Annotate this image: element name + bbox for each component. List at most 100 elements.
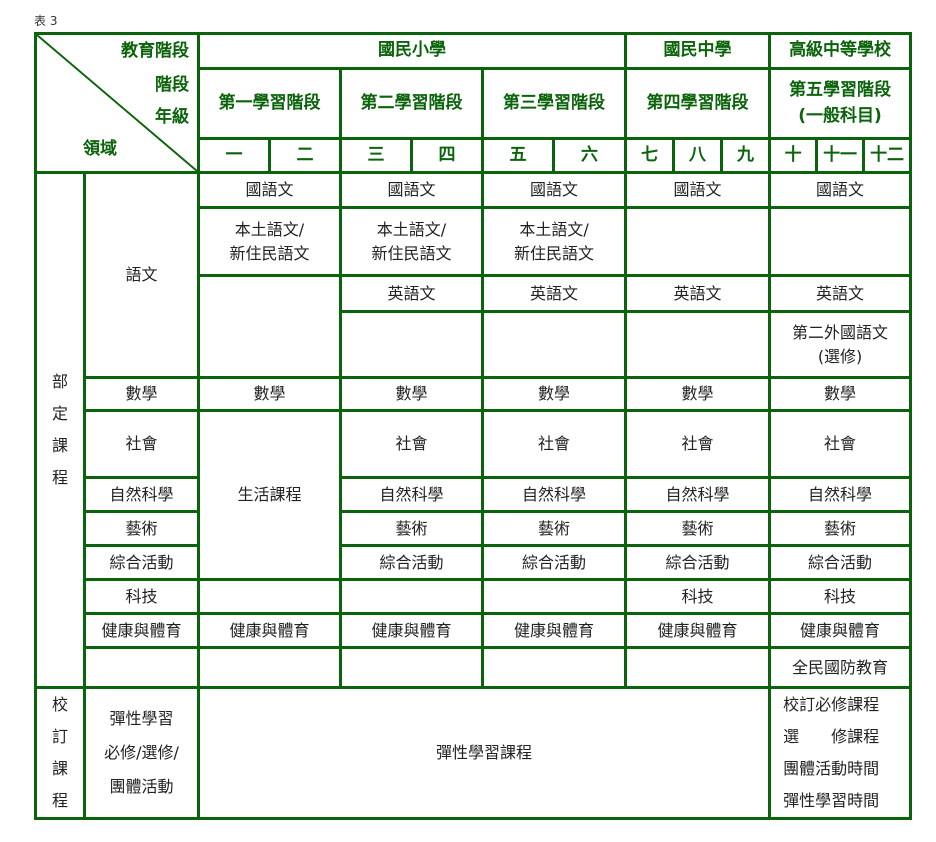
grade-4: 四 [410,137,484,174]
cell-empty [480,310,628,379]
cell-chinese: 國語文 [480,171,628,209]
cell-health: 健康與體育 [480,612,628,649]
cell-social: 社會 [339,409,484,479]
line: 新住民語文 [371,243,452,263]
cell-math: 數學 [339,376,484,412]
stage-1: 第一學習階段 [197,67,342,140]
diagonal-line [37,35,197,171]
cell-arts: 藝術 [768,510,913,547]
cell-empty [768,206,913,277]
cell-second-foreign-language: 第二外國語文 (選修) [768,310,913,379]
cell-social: 社會 [768,409,913,479]
cell-native-language: 本土語文/新住民語文 [480,206,628,277]
line: 選 修課程 [783,727,880,746]
stage-5-title: 第五學習階段 [789,80,892,100]
grade-8: 八 [672,137,724,174]
cell-health: 健康與體育 [197,612,342,649]
cell-empty [339,646,484,689]
domain-language: 語文 [83,171,200,379]
cell-arts: 藝術 [624,510,772,547]
grade-11: 十一 [815,137,866,174]
cell-social: 社會 [624,409,772,479]
cell-tech: 科技 [624,578,772,615]
cell-life-curriculum: 生活課程 [197,409,342,581]
cell-native-language: 本土語文/新住民語文 [197,206,342,277]
cell-health: 健康與體育 [768,612,913,649]
header-corner: 教育階段 階段 年級 領域 [34,32,200,174]
grade-3: 三 [339,137,413,174]
level-junior-high: 國民中學 [624,32,772,70]
cell-native-language: 本土語文/新住民語文 [339,206,484,277]
cell-science: 自然科學 [624,476,772,513]
cell-integrative: 綜合活動 [768,544,913,581]
cell-english: 英語文 [624,274,772,313]
grade-2: 二 [268,137,342,174]
grade-5: 五 [481,137,555,174]
stage-5: 第五學習階段 (一般科目) [768,67,913,140]
grade-label: 年級 [155,107,189,127]
cell-health: 健康與體育 [624,612,772,649]
cell-science: 自然科學 [768,476,913,513]
cell-chinese: 國語文 [624,171,772,209]
cell-empty [197,578,342,615]
cell-math: 數學 [480,376,628,412]
cell-senior-school-courses: 校訂必修課程選 修課程 團體活動時間 彈性學習時間 [768,686,913,820]
line: 第二外國語文 [792,322,889,342]
section-school: 校訂課程 [34,686,86,820]
stage-label: 階段 [155,75,189,95]
section-required-label: 部定課程 [52,372,69,487]
cell-flex-course: 彈性學習課程 [196,686,772,820]
cell-english: 英語文 [768,274,913,313]
section-required: 部定課程 [34,171,86,689]
level-elementary: 國民小學 [196,32,628,70]
stage-4: 第四學習階段 [624,67,772,140]
grade-10: 十 [768,137,819,174]
cell-math: 數學 [624,376,772,412]
cell-integrative: 綜合活動 [480,544,628,581]
stage-3: 第三學習階段 [480,67,628,140]
domain-flex: 彈性學習必修/選修/團體活動 [83,686,200,820]
grade-7: 七 [624,137,676,174]
cell-chinese: 國語文 [768,171,913,209]
line: 團體活動時間 [783,759,880,778]
cell-empty [480,578,628,615]
domain-math: 數學 [83,376,200,412]
cell-empty [197,274,342,379]
domain-arts: 藝術 [83,510,200,547]
domain-integrative: 綜合活動 [83,544,200,581]
domain-social: 社會 [83,409,200,479]
grade-1: 一 [197,137,271,174]
grade-6: 六 [551,137,628,174]
cell-science: 自然科學 [339,476,484,513]
cell-empty [197,646,342,689]
cell-empty [624,646,772,689]
curriculum-table: 教育階段 階段 年級 領域 國民小學 國民中學 高級中等學校 第一學習階段 第二… [34,32,913,820]
cell-chinese: 國語文 [197,171,342,209]
cell-empty [480,646,628,689]
cell-social: 社會 [480,409,628,479]
cell-integrative: 綜合活動 [624,544,772,581]
line: 彈性學習 [109,709,174,728]
cell-science: 自然科學 [480,476,628,513]
cell-empty [624,206,772,277]
line: 本土語文/ [376,219,447,239]
domain-science: 自然科學 [83,476,200,513]
line: 團體活動 [109,777,174,796]
cell-math: 數學 [197,376,342,412]
cell-math: 數學 [768,376,913,412]
domain-label: 領域 [83,139,117,159]
domain-tech: 科技 [83,578,200,615]
table-caption: 表 3 [34,14,58,28]
line: 新住民語文 [229,243,310,263]
grade-12: 十二 [862,137,913,174]
cell-integrative: 綜合活動 [339,544,484,581]
line: 校訂必修課程 [783,695,880,714]
line: (選修) [817,346,863,366]
line: 必修/選修/ [104,743,179,762]
cell-english: 英語文 [339,274,484,313]
domain-health: 健康與體育 [83,612,200,649]
cell-tech: 科技 [768,578,913,615]
line: 新住民語文 [514,243,595,263]
cell-empty [339,310,484,379]
cell-empty [339,578,484,615]
